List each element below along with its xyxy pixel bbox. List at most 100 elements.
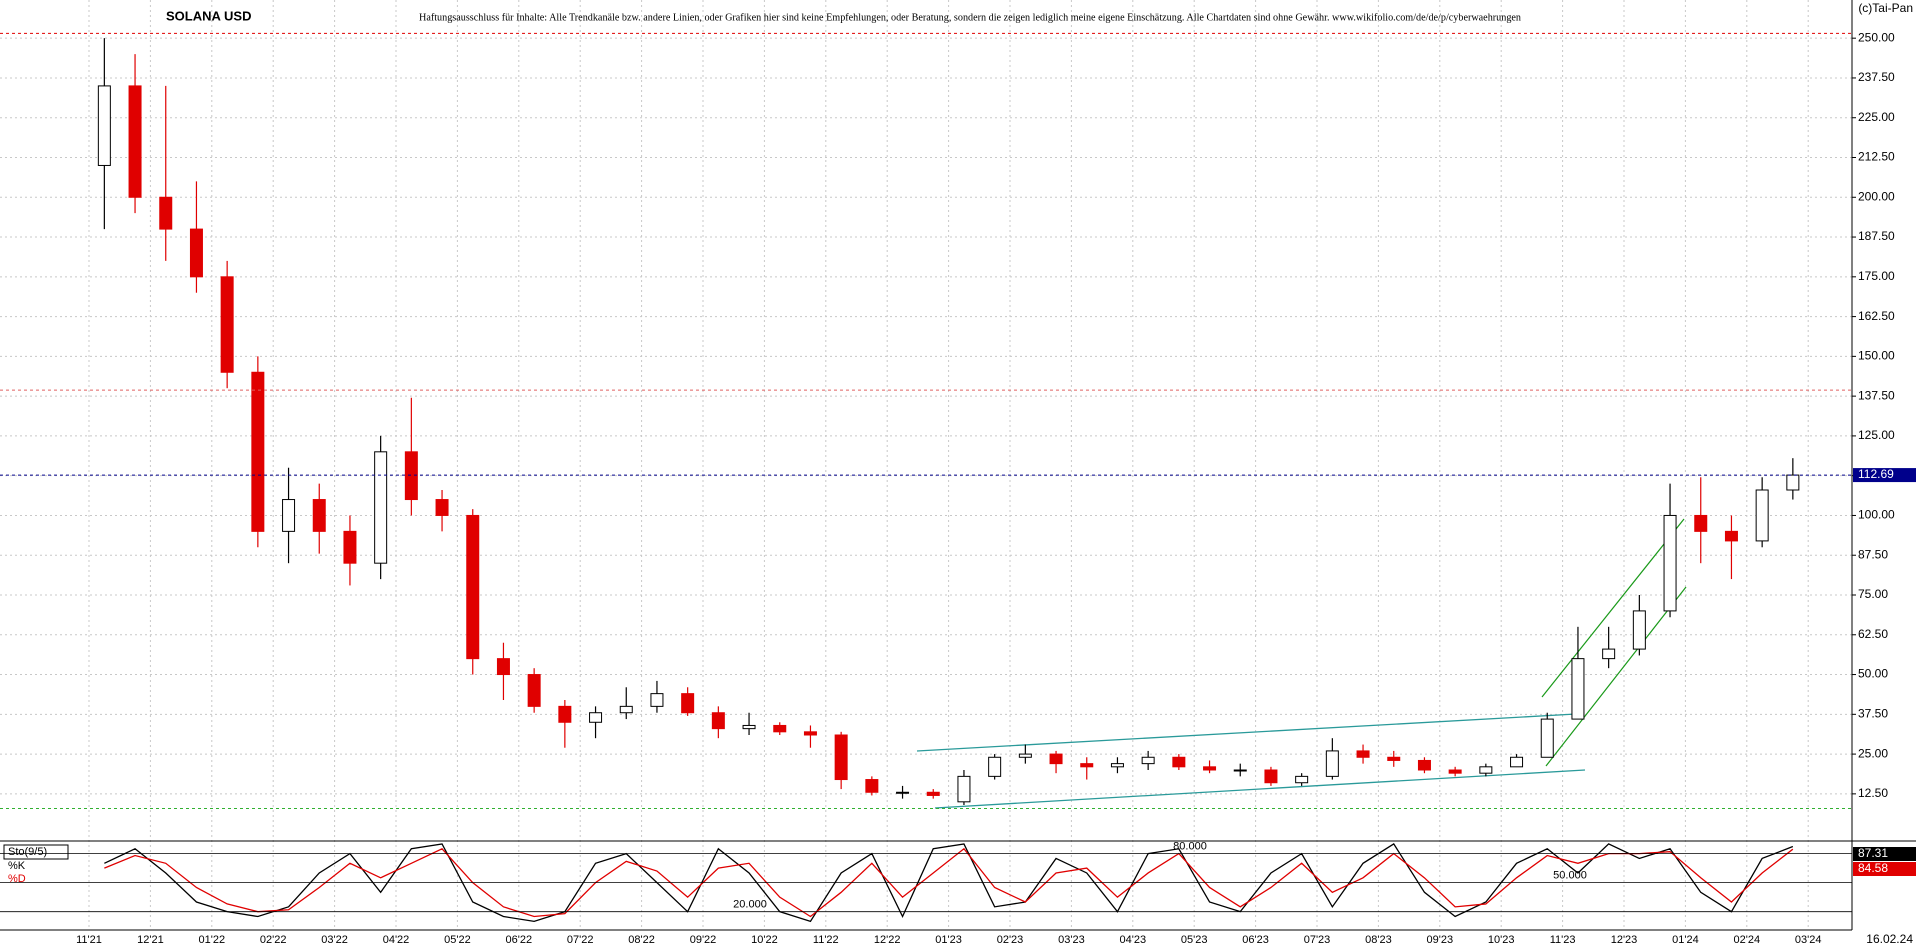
candle-body — [650, 693, 664, 707]
y-tick-label: 12.50 — [1858, 786, 1888, 800]
x-tick-label: 01'22 — [199, 934, 226, 946]
candle-body — [282, 499, 296, 532]
y-tick-label: 250.00 — [1858, 30, 1895, 44]
grid — [0, 0, 1852, 930]
candle-body — [97, 85, 111, 166]
x-tick-label: 03'23 — [1058, 934, 1085, 946]
candle-body — [896, 791, 910, 794]
y-tick-label: 200.00 — [1858, 189, 1895, 203]
candle-body — [1387, 756, 1401, 761]
candle-body — [1632, 610, 1646, 650]
y-tick-label: 137.50 — [1858, 388, 1895, 402]
candle-body — [1510, 756, 1524, 768]
candle-body — [1356, 750, 1370, 758]
candle-body — [773, 724, 787, 733]
candle-body — [1663, 514, 1677, 612]
level-label: 50.000 — [1553, 870, 1587, 882]
x-tick-label: 10'22 — [751, 934, 778, 946]
value-box — [1853, 847, 1916, 861]
y-tick-label: 62.50 — [1858, 627, 1888, 641]
candle-body — [1724, 530, 1738, 542]
x-tick-label: 06'23 — [1242, 934, 1269, 946]
trend-channel-upper — [916, 713, 1577, 752]
legend-entry: %D — [8, 873, 26, 885]
candle-body — [988, 756, 1002, 777]
x-tick-label: 01'24 — [1672, 934, 1699, 946]
candle-body — [1325, 750, 1339, 777]
y-tick-label: 162.50 — [1858, 309, 1895, 323]
candle-body — [1479, 766, 1493, 774]
x-tick-label: 07'23 — [1304, 934, 1331, 946]
chart-title: SOLANA USD — [166, 8, 251, 23]
candle-body — [1110, 763, 1124, 768]
candle-body — [865, 779, 879, 793]
candle-body — [374, 451, 388, 564]
level-label: 20.000 — [733, 899, 767, 911]
candle-body — [466, 514, 480, 660]
x-tick-label: 12'23 — [1611, 934, 1638, 946]
legend-box — [3, 844, 69, 860]
y-tick-label: 50.00 — [1858, 667, 1888, 681]
candle-body — [527, 674, 541, 707]
value-box — [1853, 862, 1916, 876]
y-tick-label: 187.50 — [1858, 229, 1895, 243]
candle-body — [1080, 763, 1094, 768]
trend-up-upper — [1541, 518, 1685, 698]
candle-body — [589, 712, 603, 723]
candle-body — [1295, 775, 1309, 784]
x-tick-label: 12'22 — [874, 934, 901, 946]
candle-body — [1049, 753, 1063, 765]
y-tick-label: 87.50 — [1858, 547, 1888, 561]
candle-body — [711, 712, 725, 730]
y-tick-label: 237.50 — [1858, 70, 1895, 84]
x-tick-label: 02'22 — [260, 934, 287, 946]
candle-body — [1540, 718, 1554, 758]
candle-body — [435, 499, 449, 516]
x-tick-label: 09'23 — [1427, 934, 1454, 946]
candle-body — [1755, 489, 1769, 542]
candle-body — [926, 791, 940, 796]
x-tick-label: 07'22 — [567, 934, 594, 946]
candle-body — [1233, 769, 1247, 772]
candle-body — [1694, 514, 1708, 532]
x-tick-label: 05'22 — [444, 934, 471, 946]
x-tick-label: 03'22 — [321, 934, 348, 946]
candle-body — [1172, 756, 1186, 768]
y-tick-label: 212.50 — [1858, 150, 1895, 164]
candle-body — [1141, 756, 1155, 765]
candle-body — [742, 724, 756, 730]
x-tick-label: 11'21 — [76, 934, 102, 946]
candle-body — [957, 775, 971, 803]
trend-up-lower — [1545, 586, 1687, 767]
price-box — [1853, 468, 1916, 483]
level-label: 80.000 — [1173, 841, 1207, 853]
y-tick-label: 25.00 — [1858, 746, 1888, 760]
value-box-label: 87.31 — [1858, 846, 1888, 860]
candle-body — [619, 705, 633, 714]
candle-body — [1602, 648, 1616, 660]
x-tick-label: 06'22 — [506, 934, 533, 946]
candle-body — [1018, 753, 1032, 758]
y-tick-label: 125.00 — [1858, 428, 1895, 442]
y-tick-label: 150.00 — [1858, 349, 1895, 363]
x-tick-label: 01'23 — [935, 934, 962, 946]
x-tick-label: 04'23 — [1120, 934, 1147, 946]
legend-entry: %K — [8, 860, 26, 872]
y-tick-label: 75.00 — [1858, 587, 1888, 601]
x-tick-label: 05'23 — [1181, 934, 1208, 946]
candle-body — [496, 658, 510, 676]
candle-body — [312, 499, 326, 532]
candle-body — [1264, 769, 1278, 784]
candle-body — [128, 85, 142, 198]
candle-body — [1571, 658, 1585, 720]
date-label: 16.02.24 — [1866, 932, 1913, 946]
candle-body — [1203, 766, 1217, 771]
disclaimer: Haftungsausschluss für Inhalte: Alle Tre… — [419, 12, 1521, 23]
y-tick-label: 225.00 — [1858, 110, 1895, 124]
x-tick-label: 11'23 — [1550, 934, 1576, 946]
y-tick-label: 37.50 — [1858, 706, 1888, 720]
source: (c)Tai-Pan — [1858, 1, 1913, 15]
stoch-line — [104, 843, 1794, 923]
x-tick-label: 09'22 — [690, 934, 717, 946]
